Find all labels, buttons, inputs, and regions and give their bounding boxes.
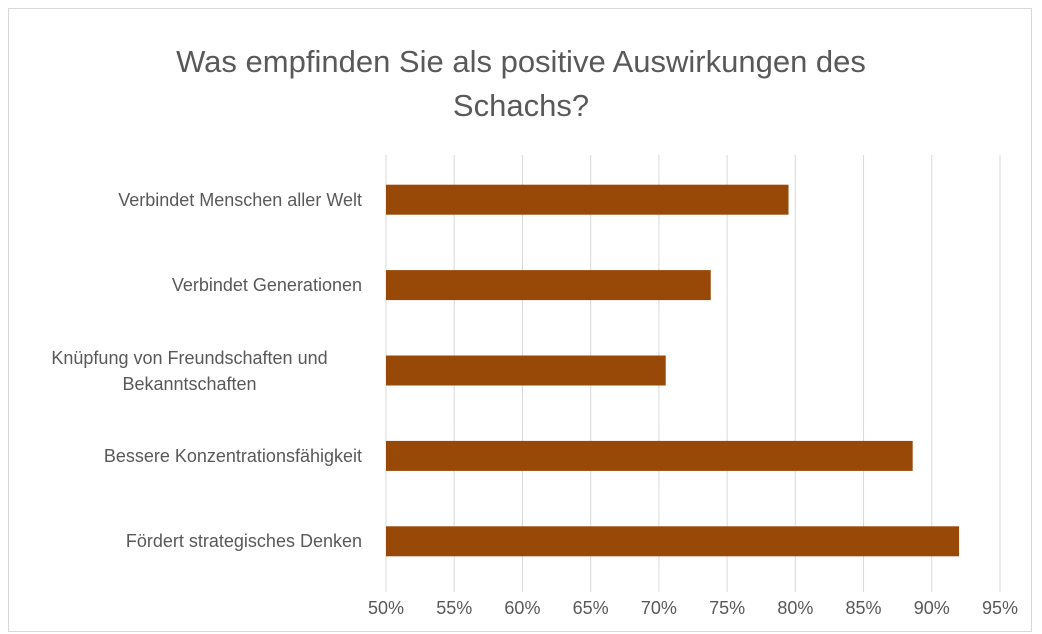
- x-tick-label: 85%: [846, 598, 882, 619]
- x-tick-label: 65%: [573, 598, 609, 619]
- x-tick-label-text: 65%: [572, 598, 609, 618]
- x-tick-label: 80%: [777, 598, 813, 619]
- bar: [386, 440, 913, 471]
- x-tick-label-text: 70%: [640, 598, 677, 618]
- x-tick-label: 75%: [709, 598, 745, 619]
- y-tick-label-text: Knüpfung von Freundschaften und Bekannts…: [51, 347, 328, 394]
- y-tick-label: Verbindet Generationen: [17, 272, 362, 298]
- y-tick-label-text: Verbindet Generationen: [171, 275, 362, 296]
- x-tick-label-text: 60%: [504, 598, 541, 618]
- x-tick-label: 50%: [368, 598, 404, 619]
- x-tick-label: 55%: [436, 598, 472, 619]
- y-tick-label: Verbindet Menschen aller Welt: [17, 187, 362, 213]
- x-tick-label-text: 95%: [981, 598, 1019, 618]
- x-tick-label: 95%: [982, 598, 1018, 619]
- bar: [386, 355, 666, 386]
- x-tick-label-text: 75%: [709, 598, 746, 618]
- x-tick-label-text: 55%: [436, 598, 473, 618]
- y-tick-label: Fördert strategisches Denken: [17, 528, 362, 554]
- bar: [386, 270, 711, 301]
- bar: [386, 526, 960, 557]
- x-tick-label: 60%: [504, 598, 540, 619]
- y-tick-label-text: Bessere Konzentrationsfähigkeit: [103, 445, 362, 466]
- bar: [386, 184, 789, 215]
- y-tick-label-text: Verbindet Menschen aller Welt: [118, 189, 362, 210]
- x-tick-label: 90%: [914, 598, 950, 619]
- x-tick-label: 70%: [641, 598, 677, 619]
- y-tick-label: Knüpfung von Freundschaften und Bekannts…: [17, 345, 362, 397]
- x-tick-label-text: 80%: [777, 598, 814, 618]
- x-tick-label-text: 85%: [845, 598, 882, 618]
- chart-title: Was empfinden Sie als positive Auswirkun…: [176, 44, 866, 123]
- y-tick-label-text: Fördert strategisches Denken: [125, 531, 362, 552]
- chart-frame: [8, 8, 1032, 632]
- y-tick-label: Bessere Konzentrationsfähigkeit: [17, 443, 362, 469]
- x-tick-label-text: 90%: [913, 598, 950, 618]
- x-tick-label-text: 50%: [367, 598, 405, 618]
